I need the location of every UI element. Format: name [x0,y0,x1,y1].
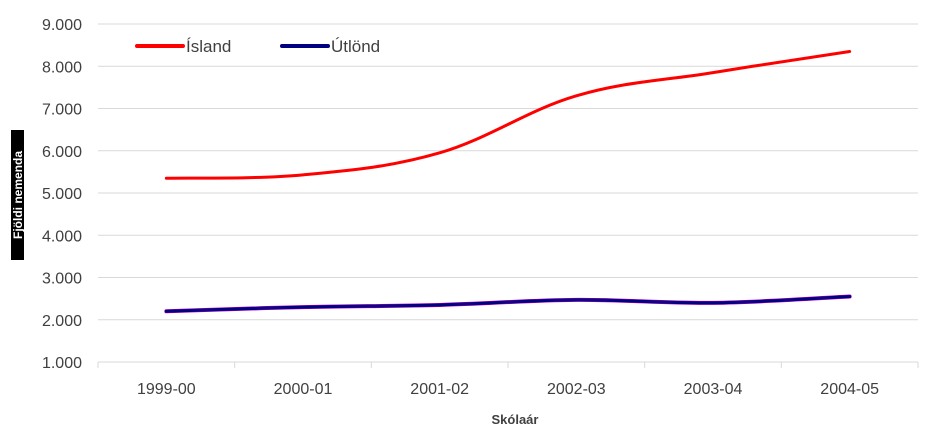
y-tick-label: 3.000 [42,271,82,288]
y-tick-label: 5.000 [42,186,82,203]
x-tick-label: 2004-05 [820,381,879,398]
legend: Ísland Útlönd [135,37,380,56]
x-tick-label: 2003-04 [684,381,743,398]
y-tick-label: 6.000 [42,144,82,161]
y-tick-label: 7.000 [42,102,82,119]
x-tick-label: 2002-03 [547,381,606,398]
y-tick-label: 4.000 [42,228,82,245]
series-line-utlond [164,295,852,313]
x-axis-title: Skólaár [492,412,539,427]
x-axis-ticks: 1999-00 2000-01 2001-02 2002-03 2003-04 2004-… [97,362,919,398]
y-axis-ticks: 1.000 2.000 3.000 4.000 5.000 6.000 7.000 8.000… [42,17,82,372]
x-tick-label: 1999-00 [137,381,196,398]
y-tick-label: 8.000 [42,59,82,76]
y-tick-label: 1.000 [42,355,82,372]
gridlines [98,23,918,363]
x-tick-label: 2000-01 [274,381,333,398]
y-axis-title-group: Fjöldi nemenda [11,130,25,260]
y-axis-title: Fjöldi nemenda [11,151,25,239]
y-tick-label: 2.000 [42,313,82,330]
legend-label-utlond: Útlönd [331,37,380,56]
y-tick-label: 9.000 [42,17,82,34]
series-line-island [164,49,852,180]
series-lines [164,49,852,314]
x-tick-label: 2001-02 [410,381,469,398]
y-axis-title-background [11,130,24,260]
legend-label-island: Ísland [186,37,231,56]
